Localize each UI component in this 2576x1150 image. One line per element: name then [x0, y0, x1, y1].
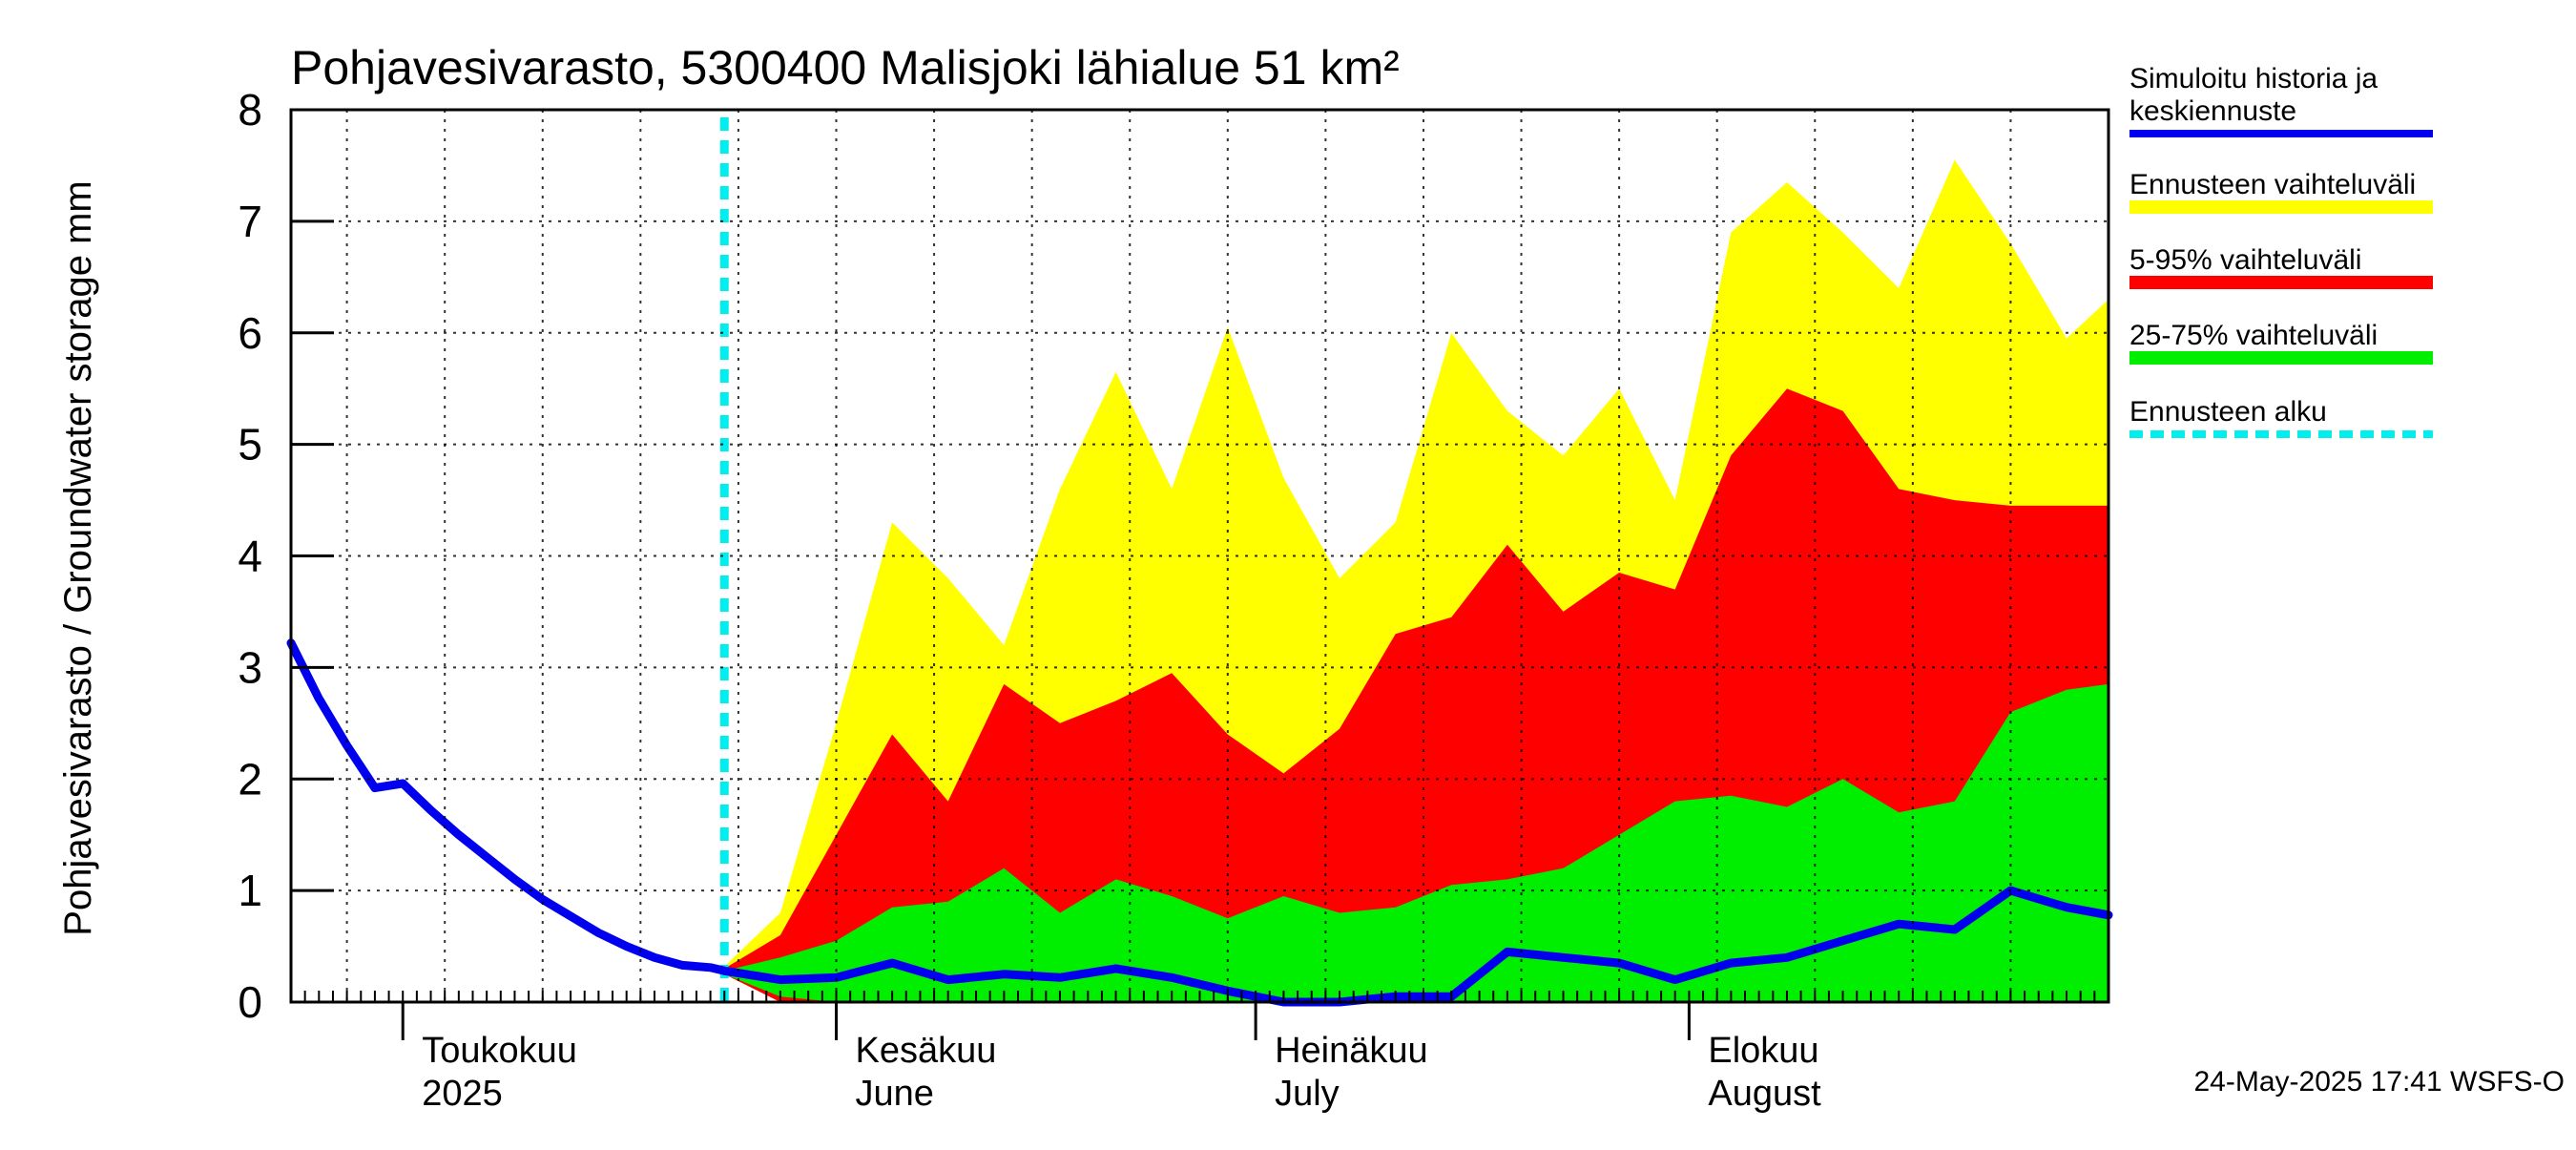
y-tick-label: 3 — [238, 642, 262, 692]
y-tick-label: 6 — [238, 308, 262, 358]
x-month-label-en: June — [856, 1074, 934, 1114]
x-month-label-en: August — [1708, 1074, 1821, 1114]
y-tick-label: 2 — [238, 754, 262, 804]
y-tick-label: 7 — [238, 197, 262, 246]
history-line — [286, 638, 729, 975]
legend-label-history: Simuloitu historia ja — [2129, 63, 2378, 94]
timestamp: 24-May-2025 17:41 WSFS-O — [2194, 1066, 2566, 1098]
legend-label-p5_95: 5-95% vaihteluväli — [2129, 244, 2361, 276]
y-tick-label: 0 — [238, 977, 262, 1027]
band-25-75 — [724, 683, 2109, 1002]
legend-label-forecast_start: Ennusteen alku — [2129, 396, 2327, 428]
forecast-bands — [724, 159, 2109, 1003]
y-tick-label: 8 — [238, 85, 262, 135]
y-axis-label: Pohjavesivarasto / Groundwater storage m… — [57, 180, 99, 935]
y-tick-label: 1 — [238, 866, 262, 915]
legend-label-p25_75: 25-75% vaihteluväli — [2129, 320, 2378, 351]
y-tick-label: 4 — [238, 532, 262, 581]
legend-label-range: Ennusteen vaihteluväli — [2129, 169, 2416, 200]
x-month-label-fi: Toukokuu — [422, 1031, 577, 1071]
x-month-label-fi: Kesäkuu — [856, 1031, 997, 1071]
x-month-label-fi: Heinäkuu — [1275, 1031, 1428, 1071]
x-month-label-fi: Elokuu — [1708, 1031, 1818, 1071]
x-month-label-en: July — [1275, 1074, 1340, 1114]
x-month-label-en: 2025 — [422, 1074, 503, 1114]
chart-title: Pohjavesivarasto, 5300400 Malisjoki lähi… — [291, 41, 1400, 94]
y-tick-label: 5 — [238, 420, 262, 470]
legend-label-history: keskiennuste — [2129, 95, 2296, 127]
